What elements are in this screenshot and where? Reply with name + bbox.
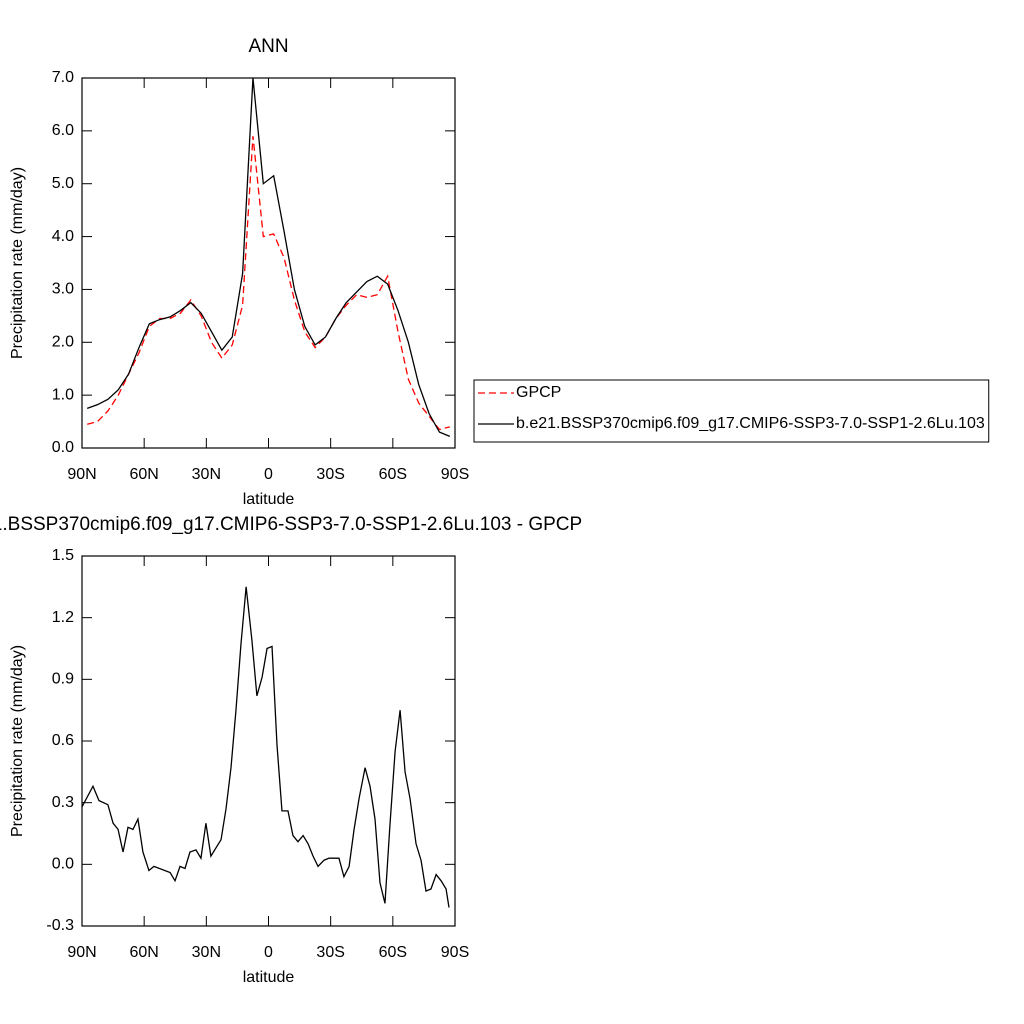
y-tick-label: 0.9: [52, 671, 74, 688]
y-axis-label: Precipitation rate (mm/day): [9, 645, 26, 837]
x-tick-label: 90S: [441, 466, 469, 483]
y-tick-label: 2.0: [52, 334, 74, 351]
legend-box: [473, 379, 990, 443]
y-tick-label: 6.0: [52, 122, 74, 139]
legend-label: GPCP: [516, 384, 561, 401]
y-tick-label: 0.0: [52, 439, 74, 456]
x-axis-label: latitude: [243, 491, 295, 508]
x-tick-label: 60S: [379, 466, 407, 483]
y-tick-label: 0.6: [52, 732, 74, 749]
x-tick-label: 30S: [316, 466, 344, 483]
data-line: [87, 136, 450, 431]
y-tick-label: 1.5: [52, 547, 74, 564]
data-line: [86, 77, 451, 437]
y-tick-label: 4.0: [52, 228, 74, 245]
x-tick-label: 90S: [441, 944, 469, 961]
y-tick-label: -0.3: [46, 917, 74, 934]
x-tick-label: 90N: [67, 466, 96, 483]
x-tick-label: 0: [264, 944, 273, 961]
y-axis-label: Precipitation rate (mm/day): [9, 167, 26, 359]
y-tick-label: 3.0: [52, 281, 74, 298]
y-tick-label: 7.0: [52, 69, 74, 86]
y-tick-label: 1.0: [52, 386, 74, 403]
y-tick-label: 5.0: [52, 175, 74, 192]
data-line: [81, 586, 450, 908]
x-tick-label: 30N: [192, 466, 221, 483]
chart-title: b.e21.BSSP370cmip6.f09_g17.CMIP6-SSP3-7.…: [0, 514, 582, 535]
plot-frame: [81, 77, 456, 449]
x-tick-label: 30S: [316, 944, 344, 961]
chart-title: ANN: [248, 36, 288, 57]
y-tick-label: 0.3: [52, 794, 74, 811]
x-tick-label: 60N: [129, 466, 158, 483]
legend-label: b.e21.BSSP370cmip6.f09_g17.CMIP6-SSP3-7.…: [516, 415, 985, 432]
x-tick-label: 0: [264, 466, 273, 483]
x-tick-label: 60S: [379, 944, 407, 961]
y-tick-label: 1.2: [52, 609, 74, 626]
plot-frame: [81, 555, 456, 927]
x-axis-label: latitude: [243, 969, 295, 986]
x-tick-label: 30N: [192, 944, 221, 961]
x-tick-label: 60N: [129, 944, 158, 961]
x-tick-label: 90N: [67, 944, 96, 961]
y-tick-label: 0.0: [52, 856, 74, 873]
